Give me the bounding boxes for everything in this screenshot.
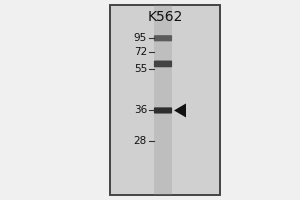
Text: 28: 28 <box>134 136 147 146</box>
Text: 95: 95 <box>134 33 147 43</box>
FancyBboxPatch shape <box>154 107 172 114</box>
Text: 55: 55 <box>134 64 147 74</box>
FancyBboxPatch shape <box>154 35 172 41</box>
Bar <box>110 5 220 195</box>
Bar <box>154 5 172 195</box>
FancyBboxPatch shape <box>154 61 172 67</box>
Polygon shape <box>174 103 186 117</box>
Text: 36: 36 <box>134 105 147 115</box>
Text: 72: 72 <box>134 47 147 57</box>
Text: K562: K562 <box>147 10 183 24</box>
Bar <box>110 5 220 195</box>
